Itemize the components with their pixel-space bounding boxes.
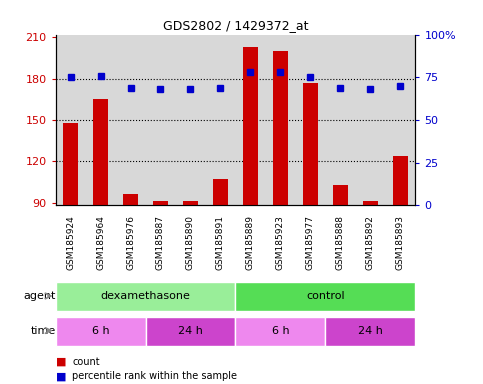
Text: dexamethasone: dexamethasone bbox=[100, 291, 190, 301]
Text: GSM185889: GSM185889 bbox=[246, 215, 255, 270]
Text: GSM185976: GSM185976 bbox=[126, 215, 135, 270]
Bar bbox=[243, 47, 258, 205]
Bar bbox=[326, 316, 415, 346]
Bar bbox=[236, 316, 326, 346]
Text: GSM185891: GSM185891 bbox=[216, 215, 225, 270]
Bar bbox=[393, 156, 408, 205]
Text: count: count bbox=[72, 357, 100, 367]
Text: agent: agent bbox=[24, 291, 56, 301]
Bar bbox=[56, 316, 145, 346]
Text: 24 h: 24 h bbox=[358, 326, 383, 336]
Text: GSM185892: GSM185892 bbox=[366, 215, 375, 270]
Text: GSM185964: GSM185964 bbox=[96, 215, 105, 270]
Bar bbox=[145, 316, 236, 346]
Text: percentile rank within the sample: percentile rank within the sample bbox=[72, 371, 238, 381]
Bar bbox=[273, 51, 288, 205]
Text: 24 h: 24 h bbox=[178, 326, 203, 336]
Bar bbox=[363, 201, 378, 205]
Bar bbox=[333, 185, 348, 205]
Text: GSM185888: GSM185888 bbox=[336, 215, 345, 270]
Text: 6 h: 6 h bbox=[92, 326, 109, 336]
Text: GSM185923: GSM185923 bbox=[276, 215, 285, 270]
Bar bbox=[123, 194, 138, 205]
Bar bbox=[93, 99, 108, 205]
Bar bbox=[56, 282, 236, 311]
Bar bbox=[153, 201, 168, 205]
Bar bbox=[183, 201, 198, 205]
Text: control: control bbox=[306, 291, 345, 301]
Text: GSM185924: GSM185924 bbox=[66, 215, 75, 270]
Bar bbox=[213, 179, 228, 205]
Title: GDS2802 / 1429372_at: GDS2802 / 1429372_at bbox=[163, 19, 308, 32]
Text: 6 h: 6 h bbox=[271, 326, 289, 336]
Text: time: time bbox=[30, 326, 56, 336]
Text: ■: ■ bbox=[56, 371, 66, 381]
Text: GSM185890: GSM185890 bbox=[186, 215, 195, 270]
Bar bbox=[236, 282, 415, 311]
Bar bbox=[63, 123, 78, 205]
Text: GSM185887: GSM185887 bbox=[156, 215, 165, 270]
Bar bbox=[303, 83, 318, 205]
Text: GSM185977: GSM185977 bbox=[306, 215, 315, 270]
Text: ■: ■ bbox=[56, 357, 66, 367]
Text: GSM185893: GSM185893 bbox=[396, 215, 405, 270]
